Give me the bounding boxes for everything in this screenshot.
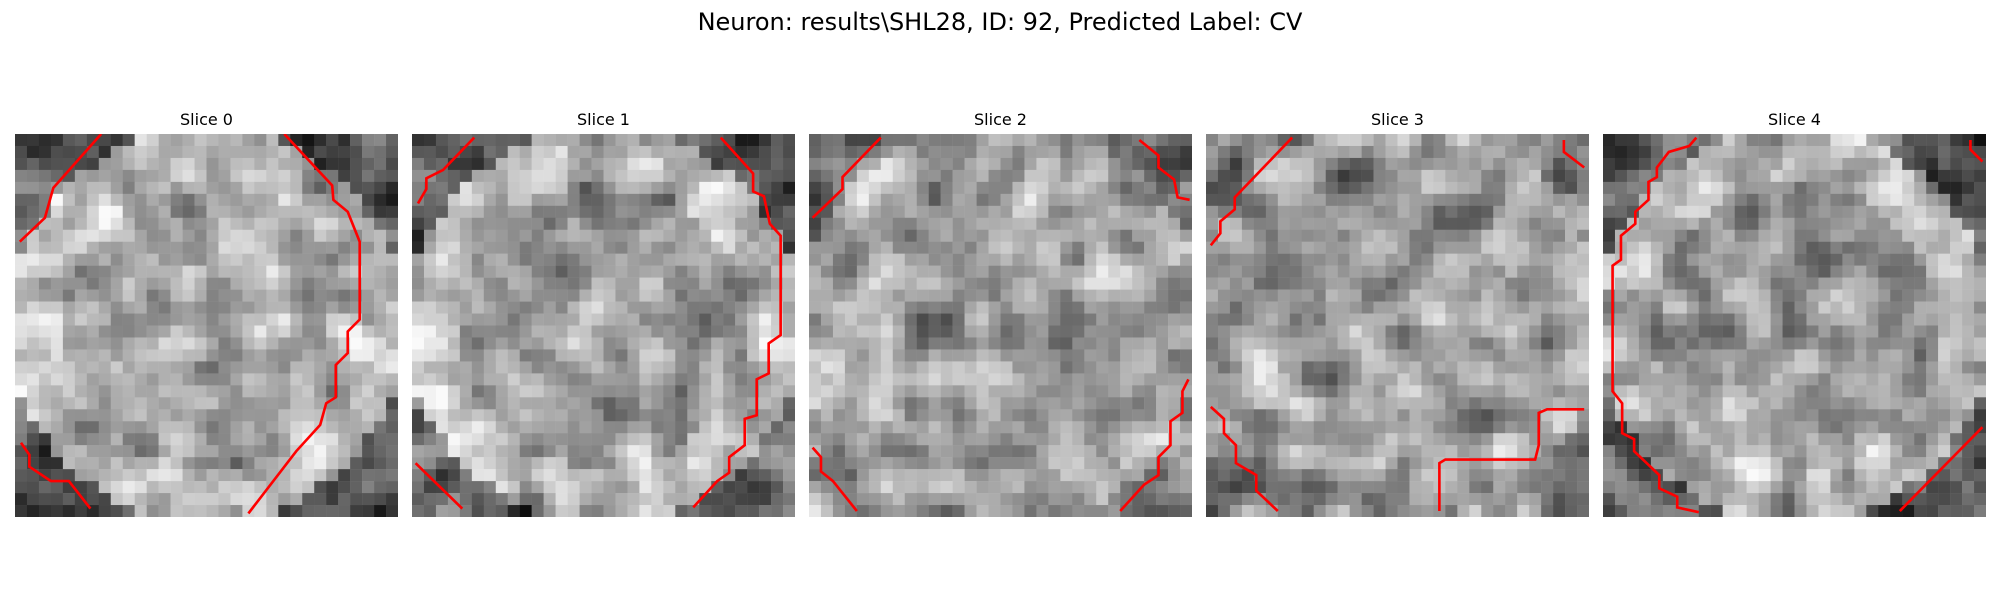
contour-line [1969,139,1984,163]
slice-image [15,134,398,517]
contour-line [18,134,103,243]
slice-panel-3: Slice 3 [1206,110,1589,517]
pixel-grid [809,134,1192,517]
contour-line [247,134,362,515]
contour-line [1209,405,1279,512]
slice-image [1603,134,1986,517]
pixel-grid [15,134,398,517]
slice-image [809,134,1192,517]
contour-line [692,136,782,509]
slice-title: Slice 2 [974,110,1027,129]
contour-line [414,462,464,510]
pixel-grid [412,134,795,517]
figure-title: Neuron: results\SHL28, ID: 92, Predicted… [697,8,1303,36]
contour-line [1209,136,1294,247]
slice-panel-2: Slice 2 [809,110,1192,517]
slice-title: Slice 0 [180,110,233,129]
contour-line [1138,138,1190,202]
contour-line [19,442,92,510]
pixel-grid [1206,134,1589,517]
slice-title: Slice 4 [1768,110,1821,129]
pixel-grid [1603,134,1986,517]
contour-line [416,136,476,205]
slice-panel-1: Slice 1 [412,110,795,517]
contour-line [1611,136,1700,514]
slice-panel-4: Slice 4 [1603,110,1986,517]
contour-line [1562,139,1586,169]
slice-panel-0: Slice 0 [15,110,398,517]
slice-title: Slice 1 [577,110,630,129]
contour-line [1119,378,1190,512]
contour-line [811,446,858,512]
slice-title: Slice 3 [1371,110,1424,129]
contour-line [1898,426,1984,512]
slice-image [1206,134,1589,517]
contour-line [1438,407,1585,512]
contour-line [811,136,882,219]
slice-image [412,134,795,517]
